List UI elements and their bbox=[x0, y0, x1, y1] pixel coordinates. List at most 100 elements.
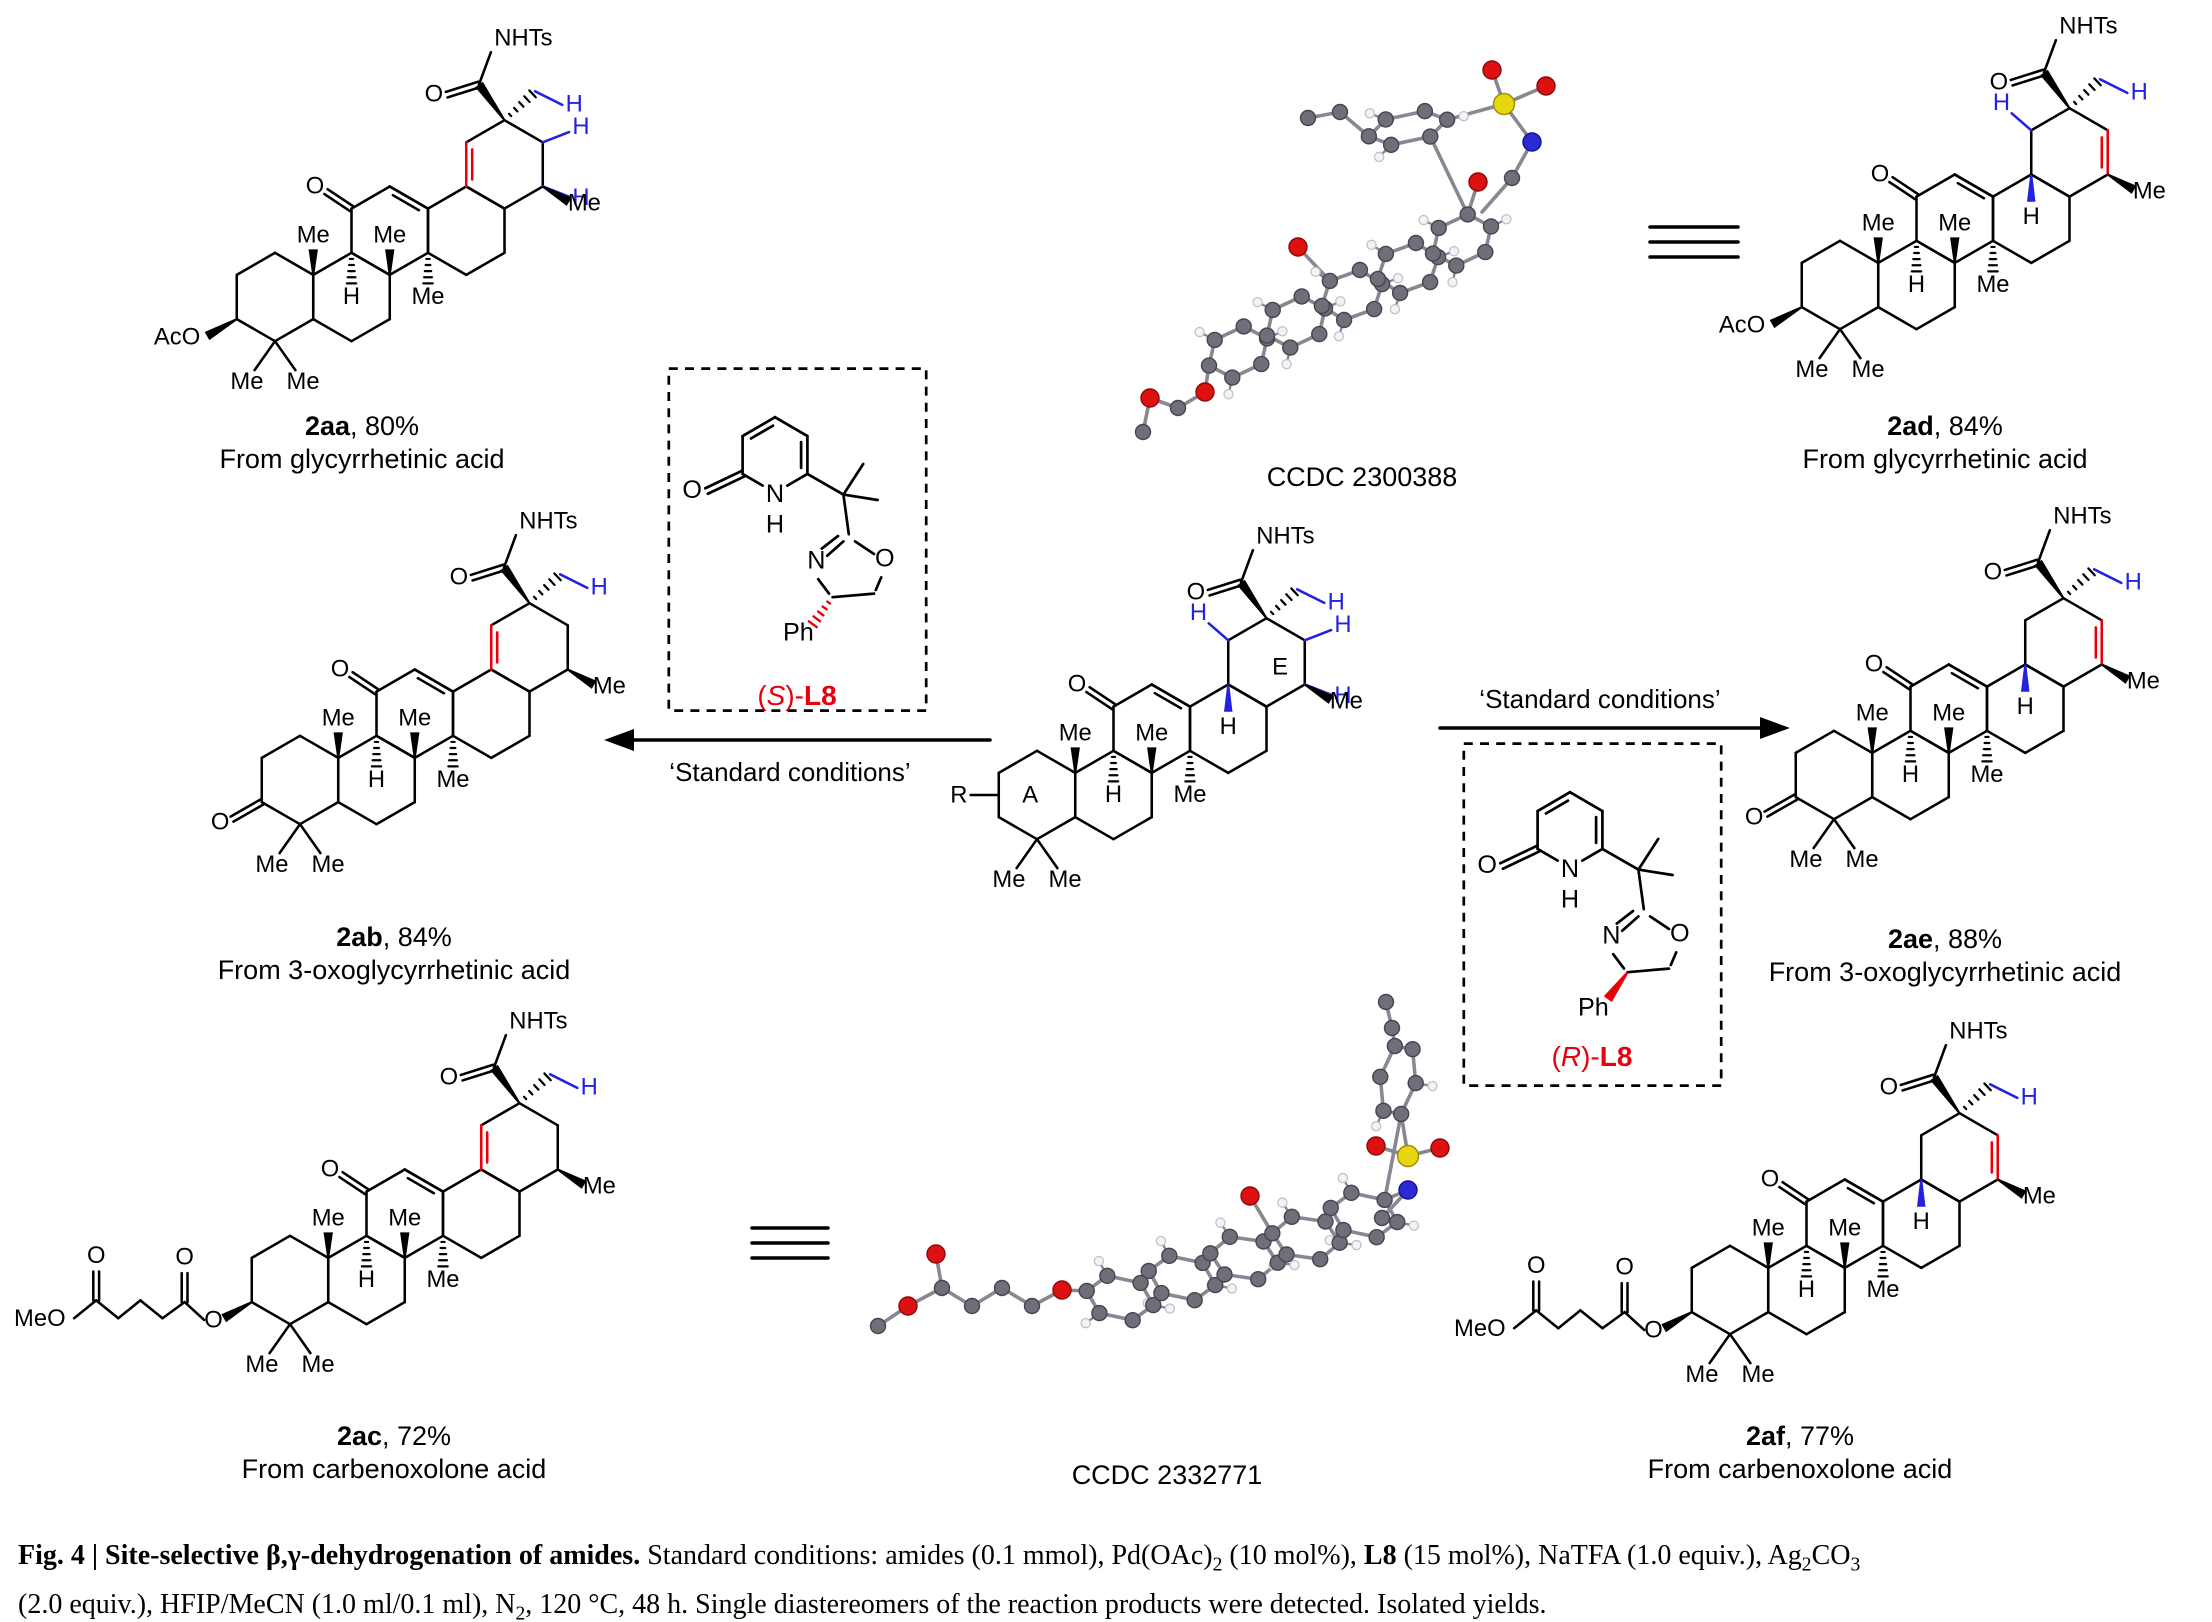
crystal-atom-h bbox=[1310, 266, 1321, 278]
c18-h-label: H bbox=[1913, 1208, 1930, 1235]
crystal-atom-c bbox=[1376, 1191, 1393, 1209]
wedge-bond bbox=[385, 249, 395, 275]
me-label: Me bbox=[297, 222, 330, 249]
crystal-atom-h bbox=[1080, 1317, 1091, 1329]
pyridone-n-label: N bbox=[1561, 855, 1579, 883]
crystal-atom-h bbox=[1418, 214, 1429, 226]
crystal-atom-h bbox=[1458, 110, 1469, 122]
me-label: Me bbox=[593, 672, 626, 699]
crystal-atom-c bbox=[1365, 300, 1383, 318]
crystal-atom-c bbox=[1482, 218, 1500, 235]
crystal-atom-o bbox=[1052, 1280, 1072, 1300]
nhts-label: NHTs bbox=[2059, 12, 2117, 39]
crystal-atom-o bbox=[1240, 1186, 1260, 1206]
blue-h-label: H bbox=[572, 184, 589, 211]
ring-a-label: A bbox=[1022, 782, 1038, 809]
amide-o-label: O bbox=[1880, 1074, 1899, 1101]
ester-o-label: O bbox=[175, 1244, 194, 1271]
crystal-atom-c bbox=[1404, 1040, 1421, 1058]
crystal-atom-c bbox=[1424, 245, 1442, 262]
ligand-box-border bbox=[1462, 742, 1723, 1087]
crystal-atom-c bbox=[1375, 1102, 1392, 1120]
crystal-atom-c bbox=[1299, 109, 1317, 127]
me-label: Me bbox=[1932, 700, 1965, 727]
me-label: Me bbox=[322, 705, 355, 732]
crystal-atom-c bbox=[1421, 273, 1439, 291]
crystal-atom-c bbox=[1368, 1228, 1385, 1246]
wedge-bond bbox=[400, 1232, 410, 1258]
crystal-atom-c bbox=[1389, 1213, 1406, 1231]
crystal-atom-c bbox=[1477, 243, 1494, 261]
crystal-atom-c bbox=[1373, 1209, 1391, 1227]
me-label: Me bbox=[1752, 1215, 1785, 1242]
crystal-atom-s bbox=[1492, 92, 1516, 116]
pyridone-o-label: O bbox=[1477, 851, 1497, 879]
me-label: Me bbox=[398, 705, 431, 732]
wedge-bond bbox=[1930, 1074, 1961, 1114]
product-label-2af: 2af, 77% From carbenoxolone acid bbox=[1570, 1420, 2030, 1486]
aco-label: AcO bbox=[1719, 312, 1765, 339]
me-label: Me bbox=[1135, 720, 1168, 747]
crystal-atom-c bbox=[1221, 1228, 1239, 1245]
crystal-atom-c bbox=[1311, 1251, 1329, 1268]
me-label: Me bbox=[1970, 761, 2003, 788]
me-label: Me bbox=[1976, 271, 2009, 298]
pyridone-h-label: H bbox=[766, 510, 784, 538]
crystal-atom-c bbox=[1206, 331, 1223, 349]
crystal-atom-c bbox=[1099, 1267, 1116, 1285]
oxo-3-label: O bbox=[211, 808, 230, 835]
crystal-atom-h bbox=[1164, 1303, 1176, 1314]
wedge-bond bbox=[2107, 173, 2137, 194]
wedge-bond bbox=[1944, 727, 1954, 753]
me-label: Me bbox=[436, 766, 469, 793]
wedge-bond bbox=[204, 318, 238, 341]
blue-h-label: H bbox=[572, 113, 589, 140]
crystal-structure-top bbox=[1134, 60, 1556, 441]
ester-o-label: O bbox=[1527, 1252, 1546, 1279]
wedge-bond bbox=[1763, 1242, 1773, 1268]
ccdc-label-bottom: CCDC 2332771 bbox=[1071, 1460, 1263, 1490]
crystal-atom-h bbox=[1392, 273, 1404, 284]
crystal-atom-h bbox=[1366, 239, 1377, 251]
oxazoline-o-label: O bbox=[875, 545, 895, 573]
r-group-label: R bbox=[950, 782, 967, 809]
compound-code: 2ad bbox=[1887, 411, 1934, 441]
h-label: H bbox=[1908, 271, 1925, 298]
crystal-atom-c bbox=[1207, 1276, 1224, 1294]
compound-code: 2ae bbox=[1887, 924, 1933, 954]
wedge-bond bbox=[221, 1301, 253, 1323]
crystal-atom-n bbox=[1522, 132, 1542, 152]
crystal-atom-h bbox=[1501, 214, 1512, 225]
meo-label: MeO bbox=[1454, 1315, 1506, 1342]
me-label: Me bbox=[411, 283, 444, 310]
oxo-11-label: O bbox=[306, 172, 325, 199]
nhts-label: NHTs bbox=[519, 507, 577, 534]
crystal-atom-o bbox=[1366, 1136, 1386, 1156]
me-label: Me bbox=[2127, 667, 2160, 694]
figure-caption: Fig. 4 | Site-selective β,γ-dehydrogenat… bbox=[18, 1540, 1861, 1622]
wedge-bond bbox=[2027, 174, 2036, 202]
wedge-bond bbox=[2034, 559, 2065, 599]
crystal-atom-h bbox=[1370, 1121, 1382, 1132]
crystal-atom-h bbox=[1281, 358, 1292, 370]
structure-2ad: O O NHTs H H H Me Me H Me Me Me Me AcO bbox=[1719, 12, 2166, 382]
wedge-bond bbox=[2021, 664, 2030, 692]
wedge-bond bbox=[1867, 727, 1877, 753]
ester-o-label: O bbox=[204, 1307, 223, 1334]
me-label: Me bbox=[1742, 1361, 1775, 1388]
crystal-atom-c bbox=[1372, 1068, 1389, 1086]
crystal-atom-h bbox=[1351, 1239, 1362, 1251]
ph-label: Ph bbox=[1578, 993, 1609, 1021]
crystal-atom-o bbox=[1140, 388, 1160, 408]
meo-label: MeO bbox=[14, 1305, 66, 1332]
crystal-atom-o bbox=[1430, 1138, 1450, 1158]
oxazoline-n-label: N bbox=[1602, 921, 1620, 949]
crystal-atom-c bbox=[1283, 1208, 1301, 1225]
crystal-atom-h bbox=[1335, 296, 1346, 307]
crystal-atom-c bbox=[1134, 423, 1152, 441]
wedge-bond bbox=[2101, 663, 2131, 684]
crystal-atom-o bbox=[898, 1296, 918, 1316]
wedge-bond bbox=[1661, 1311, 1693, 1333]
